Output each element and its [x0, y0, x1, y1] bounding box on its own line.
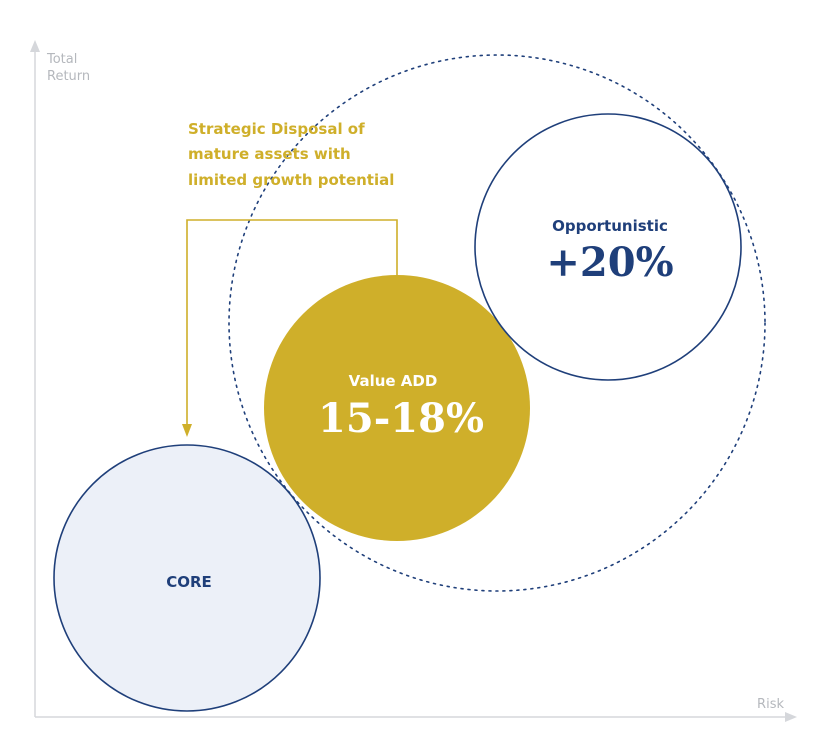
core-circle-group: CORE: [53, 444, 321, 712]
opportunistic-label: Opportunistic: [552, 217, 668, 235]
down-arrow-icon: [182, 424, 192, 437]
core-label: CORE: [166, 573, 212, 591]
disposal-connector-line: [186, 219, 398, 426]
y-axis-arrow-icon: [30, 40, 40, 52]
opportunistic-circle: [474, 113, 742, 381]
callout-line-2: mature assets with: [188, 145, 351, 163]
callout-line-1: Strategic Disposal of: [188, 120, 365, 138]
core-circle: [53, 444, 321, 712]
y-axis-label-line2: Return: [47, 69, 90, 84]
opportunistic-value: +20%: [546, 239, 673, 286]
disposal-callout: Strategic Disposal of mature assets with…: [188, 120, 394, 189]
y-axis-label-line1: Total: [46, 52, 77, 67]
callout-line-3: limited growth potential: [188, 171, 394, 189]
value-add-circle: [264, 275, 530, 541]
disposal-connector: [182, 219, 398, 437]
axes: Total Return Risk: [30, 40, 797, 722]
opportunistic-circle-group: Opportunistic +20%: [474, 113, 742, 381]
x-axis-arrow-icon: [785, 712, 797, 722]
envelope-dotted-circle: [228, 54, 766, 592]
x-axis-label: Risk: [757, 697, 784, 712]
value-add-value: 15-18%: [318, 395, 484, 442]
value-add-circle-group: Value ADD 15-18%: [264, 275, 530, 541]
value-add-label: Value ADD: [349, 372, 438, 390]
